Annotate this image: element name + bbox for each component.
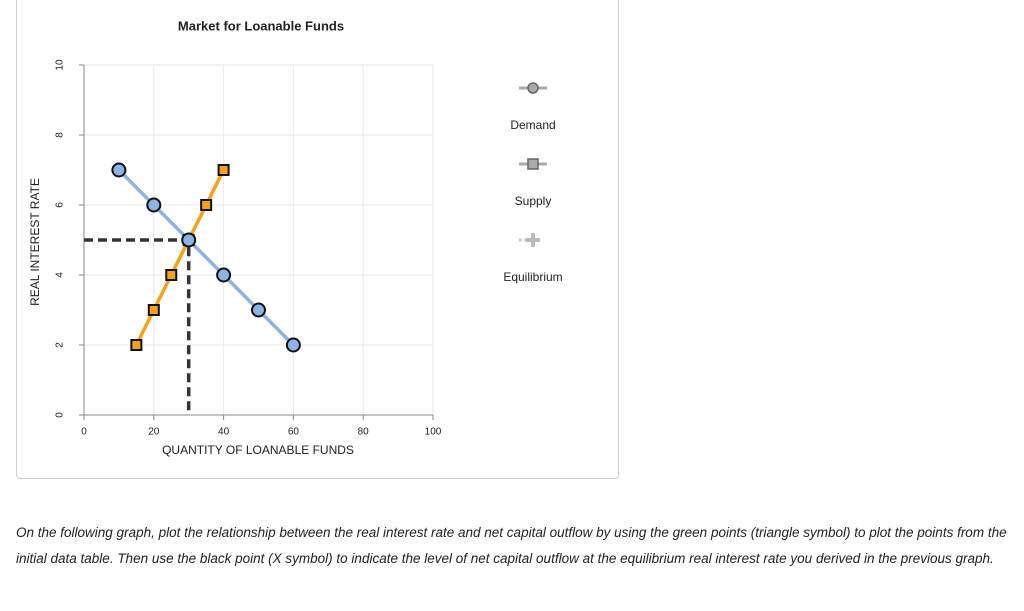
y-tick-label: 4 — [55, 272, 66, 278]
legend-marker — [527, 158, 539, 170]
series-line — [117, 168, 295, 347]
data-point — [111, 162, 127, 178]
series-line — [134, 169, 226, 346]
x-tick-label: 40 — [218, 427, 230, 438]
x-tick-label: 100 — [425, 427, 442, 438]
x-tick-label: 20 — [148, 427, 160, 438]
legend-label: Equilibrium — [503, 270, 562, 284]
legend-marker — [527, 82, 539, 94]
legend-label: Demand — [510, 118, 555, 132]
legend-marker — [526, 233, 540, 247]
x-tick-label: 0 — [81, 427, 87, 438]
data-point — [217, 164, 230, 176]
data-point — [285, 337, 301, 353]
data-point — [181, 232, 197, 248]
data-point — [216, 267, 232, 283]
instructions: On the following graph, plot the relatio… — [16, 525, 1007, 566]
chart-title: Market for Loanable Funds — [178, 18, 344, 33]
chart: Market for Loanable Funds QUANTITY OF LO… — [28, 18, 563, 457]
y-axis-label: REAL INTEREST RATE — [28, 178, 42, 306]
data-point — [147, 304, 160, 316]
data-point — [251, 302, 266, 318]
x-tick-label: 80 — [358, 427, 370, 438]
legend-label: Supply — [515, 194, 552, 208]
legend: Demand Supply Equilibrium — [503, 82, 563, 284]
y-tick-label: 6 — [55, 202, 66, 208]
y-tick-label: 10 — [55, 59, 66, 71]
data-point — [146, 197, 162, 213]
y-tick-label: 0 — [55, 412, 66, 418]
y-tick-label: 8 — [55, 132, 66, 138]
x-axis-label: QUANTITY OF LOANABLE FUNDS — [162, 443, 354, 457]
graph-panel — [16, 0, 619, 479]
equilibrium-line — [84, 238, 191, 415]
x-tick-label: 60 — [288, 427, 300, 438]
y-tick-label: 2 — [55, 342, 66, 348]
data-point — [200, 199, 213, 211]
data-point — [165, 269, 178, 281]
data-point — [130, 339, 143, 351]
